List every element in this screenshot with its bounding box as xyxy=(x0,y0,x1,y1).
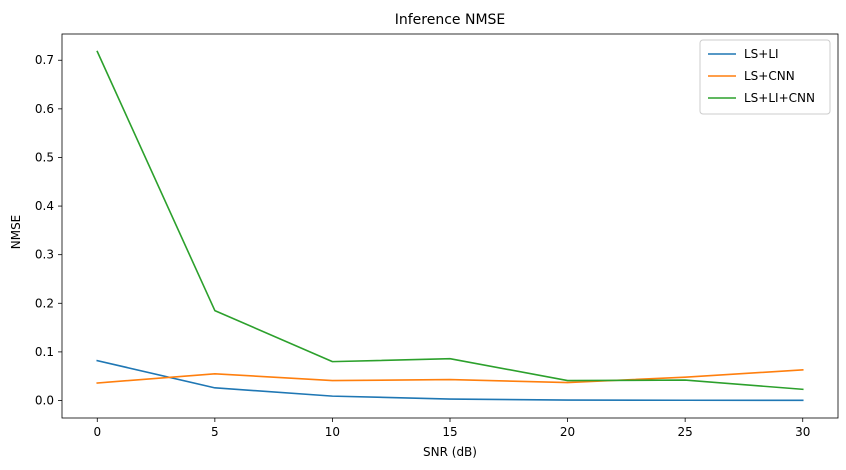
series-line-ls-li xyxy=(96,359,804,402)
y-tick-label: 0.3 xyxy=(35,248,54,262)
x-tick-label: 30 xyxy=(795,425,810,439)
y-tick-label: 0.2 xyxy=(35,296,54,310)
y-tick-label: 0.0 xyxy=(35,394,54,408)
series-line-ls-cnn xyxy=(96,369,804,384)
legend-entry-label: LS+LI xyxy=(744,47,779,61)
series-layer xyxy=(96,50,804,402)
y-axis: 0.0 0.1 0.2 0.3 0.4 0.5 0.6 0.7 xyxy=(35,53,62,408)
x-tick-label: 0 xyxy=(93,425,101,439)
series-line-ls-li-cnn xyxy=(96,50,804,391)
legend: LS+LI LS+CNN LS+LI+CNN xyxy=(699,39,831,115)
legend-entry-label: LS+LI+CNN xyxy=(744,91,815,105)
x-tick-label: 5 xyxy=(211,425,219,439)
y-tick-label: 0.5 xyxy=(35,150,54,164)
x-tick-label: 15 xyxy=(442,425,457,439)
y-tick-label: 0.4 xyxy=(35,199,54,213)
legend-box xyxy=(699,39,831,115)
x-axis: 0 5 10 15 20 25 30 xyxy=(93,418,810,439)
legend-entry-label: LS+CNN xyxy=(744,69,795,83)
chart-title: Inference NMSE xyxy=(395,12,506,28)
x-axis-label: SNR (dB) xyxy=(423,445,477,459)
x-tick-label: 25 xyxy=(678,425,693,439)
y-tick-label: 0.6 xyxy=(35,102,54,116)
y-tick-label: 0.1 xyxy=(35,345,54,359)
x-tick-label: 10 xyxy=(325,425,340,439)
y-tick-label: 0.7 xyxy=(35,53,54,67)
y-axis-label: NMSE xyxy=(9,215,23,250)
x-tick-label: 20 xyxy=(560,425,575,439)
